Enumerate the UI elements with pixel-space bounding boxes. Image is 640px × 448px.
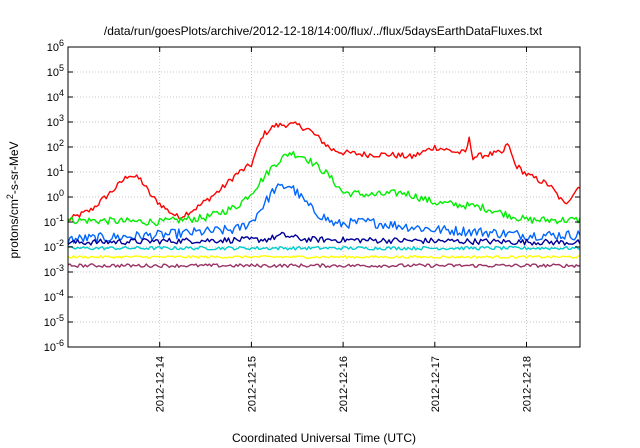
y-tick-label: 105	[47, 63, 64, 79]
y-axis-title: protons/cm2-s-sr-MeV	[5, 141, 21, 258]
x-axis-title: Coordinated Universal Time (UTC)	[232, 431, 416, 445]
y-axis-title-base: protons/cm	[7, 199, 21, 258]
y-tick-label: 104	[47, 88, 64, 104]
series-line	[67, 245, 581, 251]
grid	[68, 47, 580, 347]
y-axis-title-rest: -s-sr-MeV	[7, 141, 21, 194]
series-line	[67, 263, 581, 269]
y-tick-label: 106	[47, 38, 64, 54]
y-tick-label: 10-3	[44, 263, 64, 279]
x-tick-label: 2012-12-16	[338, 356, 350, 412]
series-line	[67, 121, 581, 222]
x-tick-label: 2012-12-14	[155, 356, 167, 412]
series-line	[67, 254, 581, 259]
y-tick-label: 10-1	[44, 213, 64, 229]
x-tick-label: 2012-12-18	[522, 356, 534, 412]
x-tick-label: 2012-12-15	[246, 356, 258, 412]
y-tick-label: 10-4	[44, 288, 64, 304]
y-axis-title-sup: 2	[5, 194, 15, 199]
series-layer	[67, 121, 581, 269]
x-axis: 2012-12-14 2012-12-15 2012-12-16 2012-12-17…	[155, 47, 534, 412]
y-tick-label: 101	[47, 163, 64, 179]
chart-title: /data/run/goesPlots/archive/2012-12-18/1…	[104, 24, 543, 38]
series-line	[67, 231, 581, 246]
y-axis: 10-6 10-5 10-4 10-3 10-2 10-1 100 101 102 103 104 1…	[44, 38, 580, 354]
y-tick-label: 100	[47, 188, 64, 204]
y-tick-label: 10-5	[44, 313, 64, 329]
y-tick-label: 102	[47, 138, 64, 154]
series-line	[67, 150, 581, 227]
y-tick-label: 103	[47, 113, 64, 129]
y-tick-label: 10-2	[44, 238, 64, 254]
y-tick-label: 10-6	[44, 338, 64, 354]
x-tick-label: 2012-12-17	[430, 356, 442, 412]
series-line	[67, 183, 581, 244]
